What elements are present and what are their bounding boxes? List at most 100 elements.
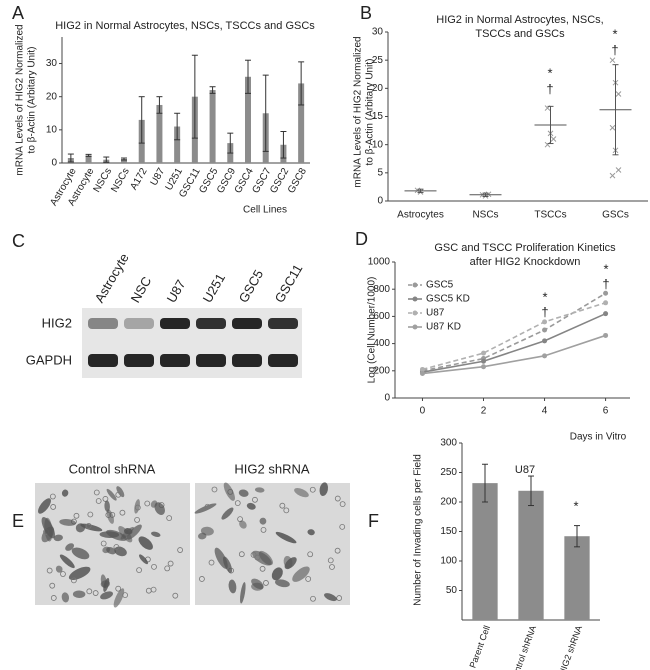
pore (100, 540, 107, 547)
image-label: Control shRNA (69, 461, 156, 476)
pore (136, 567, 142, 573)
cell (275, 531, 297, 544)
lane-label: GSC11 (272, 262, 306, 306)
point (615, 91, 622, 97)
label: Number of Invading cells per Field (413, 454, 424, 606)
cell (228, 579, 237, 594)
pore (238, 551, 245, 558)
micrograph (35, 483, 190, 605)
point (481, 364, 487, 370)
pore (211, 486, 218, 493)
pore (279, 502, 286, 509)
label: HIG2 in Normal Astrocytes, NSCs, (436, 14, 604, 26)
y-tick-label: 5 (377, 167, 383, 178)
pore (339, 501, 346, 508)
x-axis-label: Cell Lines (243, 205, 287, 216)
pore (172, 592, 179, 599)
legend-marker (412, 296, 418, 302)
point (481, 358, 487, 364)
y-tick-label: 20 (372, 83, 384, 94)
annotation: * (612, 26, 617, 41)
point (414, 187, 421, 194)
pore (50, 504, 57, 510)
cell (275, 579, 290, 588)
bar (518, 490, 544, 620)
point (609, 124, 616, 131)
point (609, 172, 616, 179)
bar (209, 90, 216, 163)
y-tick-label: 15 (372, 111, 384, 122)
x-tick-label: 6 (603, 406, 609, 417)
pore (86, 588, 93, 595)
cell (246, 502, 256, 510)
label: U87 (515, 464, 535, 476)
x-tick-label: 2 (481, 406, 487, 417)
cell (106, 488, 117, 501)
row-label: GAPDH (26, 352, 72, 367)
pore (134, 504, 141, 511)
pore (254, 554, 261, 561)
cell (271, 567, 283, 581)
label: TSCCs and GSCs (475, 28, 565, 40)
bar (245, 76, 251, 163)
legend-label: GSC5 KD (426, 294, 470, 305)
pore (93, 489, 100, 496)
lane-label: U251 (200, 271, 229, 305)
panel-label: F (368, 511, 379, 531)
cell (239, 520, 247, 529)
cell (59, 554, 75, 569)
legend-marker (412, 324, 418, 330)
cell (116, 486, 125, 498)
y-tick-label: 20 (46, 91, 58, 102)
band (196, 318, 226, 329)
x-tick-label: A172 (128, 166, 149, 192)
x-tick-label: HIG2 shRNA (557, 624, 584, 670)
point (603, 300, 609, 306)
pore (70, 577, 77, 584)
cell (319, 482, 329, 497)
image-label: HIG2 shRNA (234, 461, 309, 476)
bar (156, 104, 163, 163)
annotation: † (611, 42, 618, 57)
band (124, 354, 154, 367)
label: Log (Cell Number/1000) (367, 277, 378, 384)
cell (106, 529, 127, 541)
y-tick-label: 200 (373, 365, 390, 376)
cell (240, 582, 246, 604)
cell (138, 536, 153, 550)
label: to β-Actin (Arbitary Unit) (27, 47, 38, 154)
point (542, 338, 548, 344)
pore (305, 576, 312, 582)
point (544, 141, 551, 148)
cell (259, 517, 267, 525)
annotation: † (546, 81, 553, 96)
pore (334, 495, 341, 502)
pore (119, 509, 126, 516)
panel-label: D (355, 229, 368, 249)
pore (115, 585, 122, 592)
band (268, 318, 298, 329)
x-tick-label: Parent Cell (467, 624, 492, 669)
panel-label: C (12, 231, 25, 251)
band (124, 318, 154, 329)
cell (59, 519, 77, 526)
annotation: * (542, 289, 547, 304)
bar (85, 155, 92, 163)
pore (122, 592, 129, 599)
cell (61, 592, 70, 603)
pore (327, 557, 334, 564)
cell (307, 529, 315, 536)
cell (75, 523, 86, 533)
pore (113, 544, 120, 550)
y-tick-label: 150 (440, 526, 457, 537)
pore (167, 560, 174, 567)
x-tick-label: NSCs (109, 166, 132, 194)
y-tick-label: 50 (446, 585, 458, 596)
band (268, 354, 298, 367)
pore (95, 498, 102, 504)
x-tick-label: GSC8 (286, 166, 309, 195)
pore (234, 500, 241, 506)
label: to β-Actin (Arbitary Unit) (365, 59, 376, 166)
label: HIG2 in Normal Astrocytes, NSCs, TSCCs a… (55, 20, 315, 32)
point (542, 319, 548, 325)
